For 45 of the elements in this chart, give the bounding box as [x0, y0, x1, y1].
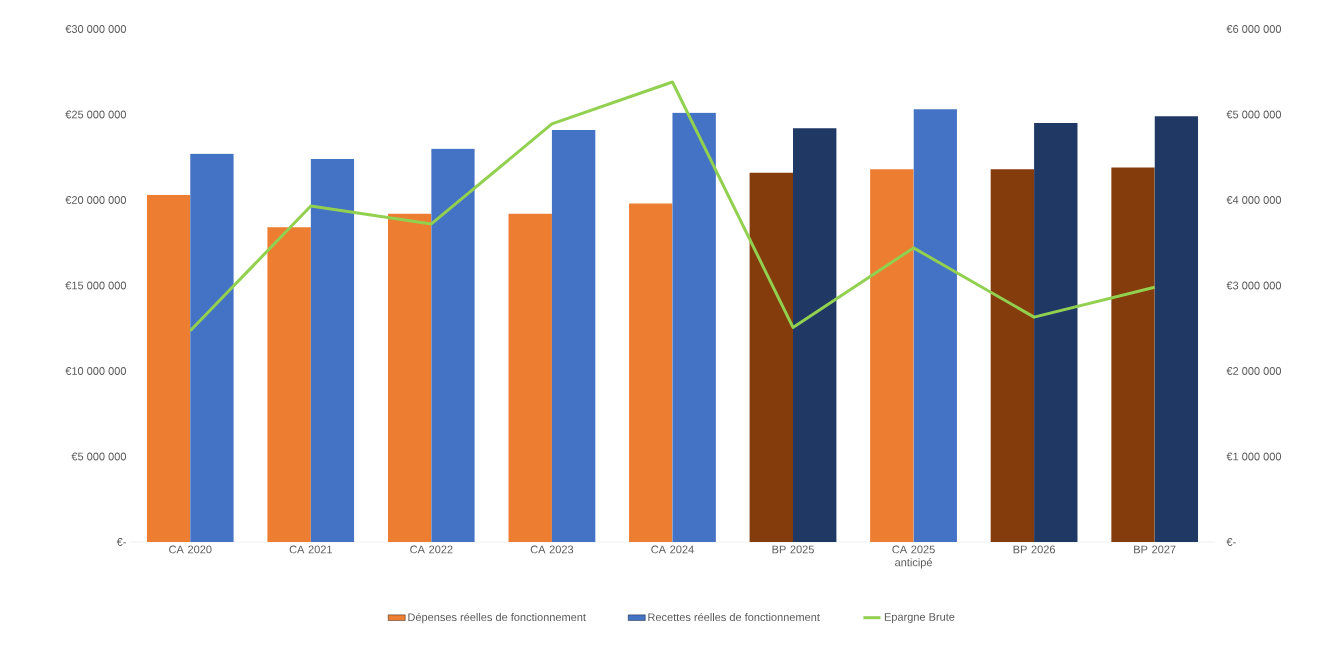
bar — [1154, 116, 1199, 542]
y2-tick-label: €5 000 000 — [1226, 110, 1282, 119]
bar — [629, 203, 673, 542]
bar — [793, 128, 837, 542]
y2-tick-label: €1 000 000 — [1226, 452, 1282, 461]
x-tick-label: CA 2024 — [651, 545, 694, 554]
bar — [310, 158, 355, 542]
y-tick-label: €25 000 000 — [65, 110, 127, 119]
x-tick-label: BP 2025 — [772, 545, 814, 554]
bar — [387, 213, 432, 542]
bar — [672, 112, 716, 542]
bar — [749, 172, 793, 542]
y-tick-label: €- — [116, 538, 126, 546]
bar — [1034, 123, 1078, 542]
y2-tick-label: €4 000 000 — [1226, 196, 1282, 204]
y-tick-label: €10 000 000 — [65, 367, 127, 375]
bar — [990, 169, 1035, 542]
bar — [551, 129, 596, 542]
bar — [267, 227, 311, 542]
bar — [190, 153, 234, 542]
bar — [870, 169, 914, 542]
y-tick-label: €20 000 000 — [65, 196, 127, 204]
legend-label: Dépenses réelles de fonctionnement — [408, 612, 586, 624]
bar — [146, 194, 191, 542]
bar — [913, 109, 957, 542]
bar — [508, 213, 552, 542]
legend-label: Recettes réelles de fonctionnement — [648, 612, 820, 622]
y2-tick-label: €6 000 000 — [1226, 25, 1282, 33]
x-tick-label: CA 2021 — [289, 545, 332, 554]
x-tick-label: CA 2020 — [169, 545, 212, 554]
y-tick-label: €30 000 000 — [65, 25, 127, 33]
bar — [1111, 167, 1155, 542]
x-tick-label: BP 2027 — [1134, 545, 1176, 554]
y2-tick-label: €3 000 000 — [1226, 281, 1282, 290]
y2-tick-label: €- — [1226, 538, 1236, 546]
y2-tick-label: €2 000 000 — [1226, 367, 1282, 375]
y-tick-label: €15 000 000 — [65, 281, 127, 290]
bar — [431, 148, 475, 542]
legend-label: Epargne Brute — [884, 613, 955, 623]
line-series — [188, 80, 1157, 333]
x-tick-label: CA 2023 — [530, 545, 574, 554]
x-tick-label: BP 2026 — [1013, 545, 1055, 554]
y-tick-label: €5 000 000 — [71, 452, 127, 461]
x-tick-label: CA 2022 — [410, 545, 453, 554]
x-tick-label: CA 2025 anticipé — [892, 545, 935, 569]
